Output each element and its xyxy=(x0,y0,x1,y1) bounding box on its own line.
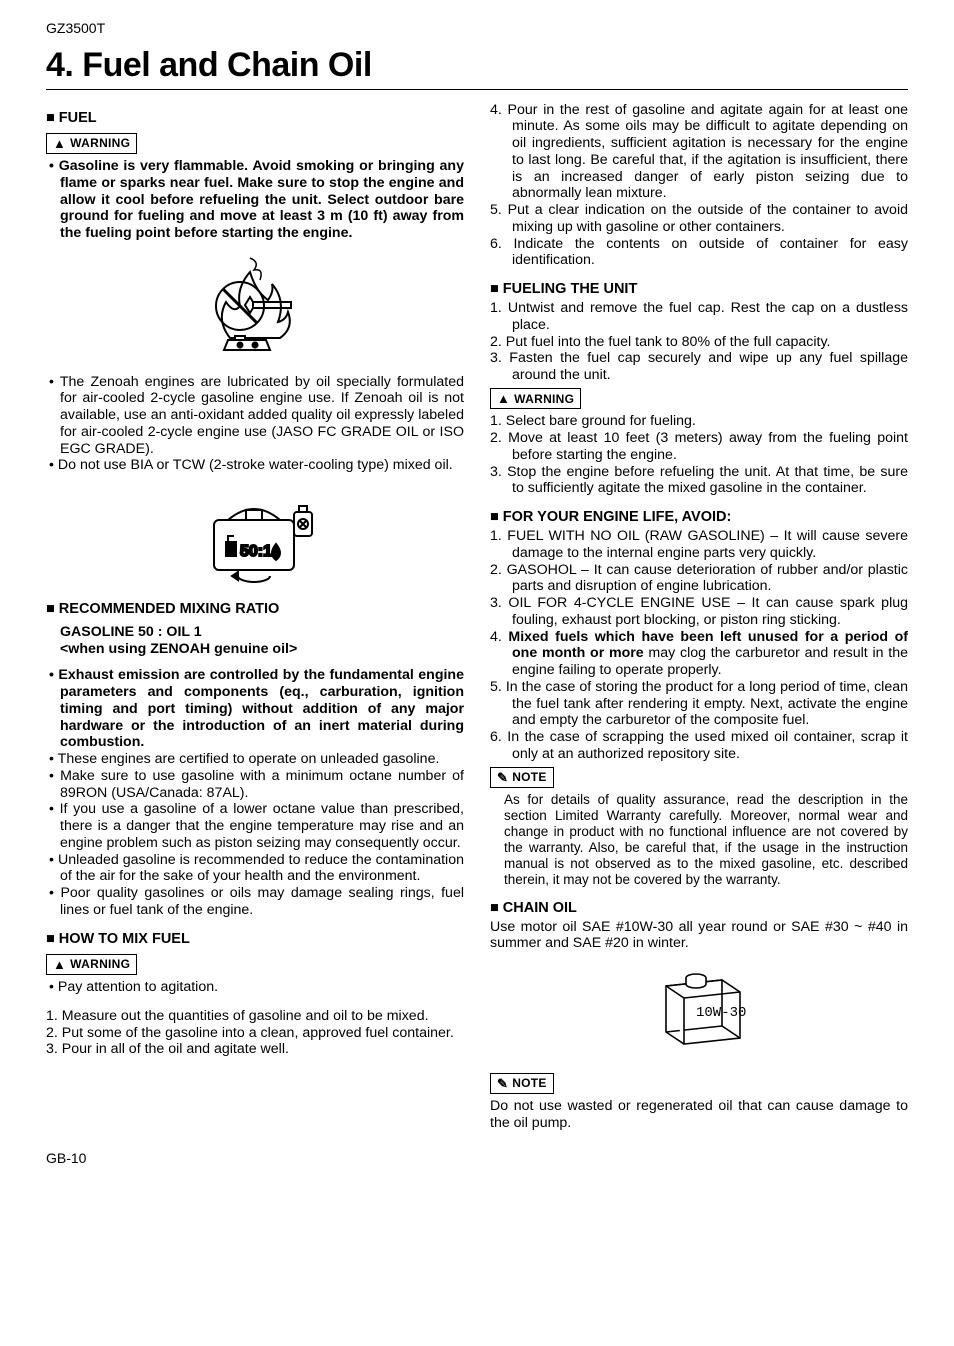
warning-icon: ▲ xyxy=(53,136,66,151)
warning-box: ▲ WARNING xyxy=(490,388,581,409)
warning-label: WARNING xyxy=(514,392,574,406)
note-icon: ✎ xyxy=(497,1076,508,1091)
warning-icon: ▲ xyxy=(497,391,510,406)
list-item: OIL FOR 4-CYCLE ENGINE USE – It can caus… xyxy=(490,595,908,629)
warning-box: ▲ WARNING xyxy=(46,133,137,154)
warning-icon: ▲ xyxy=(53,957,66,972)
fueling-heading: FUELING THE UNIT xyxy=(490,281,908,298)
howmix-steps: Measure out the quantities of gasoline a… xyxy=(46,1008,464,1058)
mix-heading: RECOMMENDED MIXING RATIO xyxy=(46,601,464,618)
avoid-heading: FOR YOUR ENGINE LIFE, AVOID: xyxy=(490,509,908,526)
list-item: Pour in all of the oil and agitate well. xyxy=(46,1041,464,1058)
mix-ratio-figure: 50:1 xyxy=(46,484,464,589)
note-label: NOTE xyxy=(512,770,547,784)
fuel-warning-text: Gasoline is very flammable. Avoid smokin… xyxy=(46,158,464,242)
model-header: GZ3500T xyxy=(46,20,908,37)
svg-text:10W-30: 10W-30 xyxy=(696,1005,746,1021)
chapter-title: 4. Fuel and Chain Oil xyxy=(46,45,908,90)
mix-when-text: <when using ZENOAH genuine oil> xyxy=(60,641,464,658)
note-text: As for details of quality assurance, rea… xyxy=(490,792,908,888)
note-icon: ✎ xyxy=(497,770,508,785)
howmix-warn: Pay attention to agitation. xyxy=(46,979,464,996)
howmix-heading: HOW TO MIX FUEL xyxy=(46,931,464,948)
list-item: Do not use BIA or TCW (2-stroke water-co… xyxy=(46,457,464,474)
chainoil-text: Use motor oil SAE #10W-30 all year round… xyxy=(490,919,908,953)
list-item: Select bare ground for fueling. xyxy=(490,413,908,430)
list-item: GASOHOL – It can cause deterioration of … xyxy=(490,562,908,596)
fueling-steps: Untwist and remove the fuel cap. Rest th… xyxy=(490,300,908,384)
list-item: Fasten the fuel cap securely and wipe up… xyxy=(490,350,908,384)
list-item: If you use a gasoline of a lower octane … xyxy=(46,801,464,851)
list-item: Put a clear indication on the outside of… xyxy=(490,202,908,236)
fueling-warn-steps: Select bare ground for fueling. Move at … xyxy=(490,413,908,497)
list-item: In the case of storing the product for a… xyxy=(490,679,908,729)
list-item: Indicate the contents on outside of cont… xyxy=(490,236,908,270)
note-text: Do not use wasted or regenerated oil tha… xyxy=(490,1098,908,1132)
avoid-steps: FUEL WITH NO OIL (RAW GASOLINE) – It wil… xyxy=(490,528,908,763)
right-column: Pour in the rest of gasoline and agitate… xyxy=(490,102,908,1132)
fuel-heading: FUEL xyxy=(46,110,464,127)
list-item: In the case of scrapping the used mixed … xyxy=(490,729,908,763)
howmix-steps-cont: Pour in the rest of gasoline and agitate… xyxy=(490,102,908,270)
note-label: NOTE xyxy=(512,1076,547,1090)
list-item: These engines are certified to operate o… xyxy=(46,751,464,768)
page-number: GB-10 xyxy=(46,1150,908,1167)
list-item: Mixed fuels which have been left unused … xyxy=(490,629,908,679)
note-box: ✎ NOTE xyxy=(490,1073,554,1094)
left-column: FUEL ▲ WARNING Gasoline is very flammabl… xyxy=(46,102,464,1132)
list-item: Put some of the gasoline into a clean, a… xyxy=(46,1025,464,1042)
list-item: Stop the engine before refueling the uni… xyxy=(490,464,908,498)
list-item: Pour in the rest of gasoline and agitate… xyxy=(490,102,908,203)
list-item: Put fuel into the fuel tank to 80% of th… xyxy=(490,334,908,351)
list-item: Make sure to use gasoline with a minimum… xyxy=(46,768,464,802)
oil-bullets: The Zenoah engines are lubricated by oil… xyxy=(46,374,464,475)
list-item: Move at least 10 feet (3 meters) away fr… xyxy=(490,430,908,464)
warning-label: WARNING xyxy=(70,136,130,150)
warning-box: ▲ WARNING xyxy=(46,954,137,975)
list-item: Poor quality gasolines or oils may damag… xyxy=(46,885,464,919)
list-item: Untwist and remove the fuel cap. Rest th… xyxy=(490,300,908,334)
mix-ratio-text: GASOLINE 50 : OIL 1 xyxy=(60,624,464,641)
svg-text:50:1: 50:1 xyxy=(240,543,272,560)
emission-text: Exhaust emission are controlled by the f… xyxy=(46,667,464,751)
chainoil-heading: CHAIN OIL xyxy=(490,900,908,917)
oil-bottle-figure: 10W-30 xyxy=(490,962,908,1057)
warning-label: WARNING xyxy=(70,957,130,971)
no-flame-figure xyxy=(46,252,464,362)
note-box: ✎ NOTE xyxy=(490,767,554,788)
list-item: Measure out the quantities of gasoline a… xyxy=(46,1008,464,1025)
list-item: FUEL WITH NO OIL (RAW GASOLINE) – It wil… xyxy=(490,528,908,562)
list-item: Unleaded gasoline is recommended to redu… xyxy=(46,852,464,886)
list-item: The Zenoah engines are lubricated by oil… xyxy=(46,374,464,458)
